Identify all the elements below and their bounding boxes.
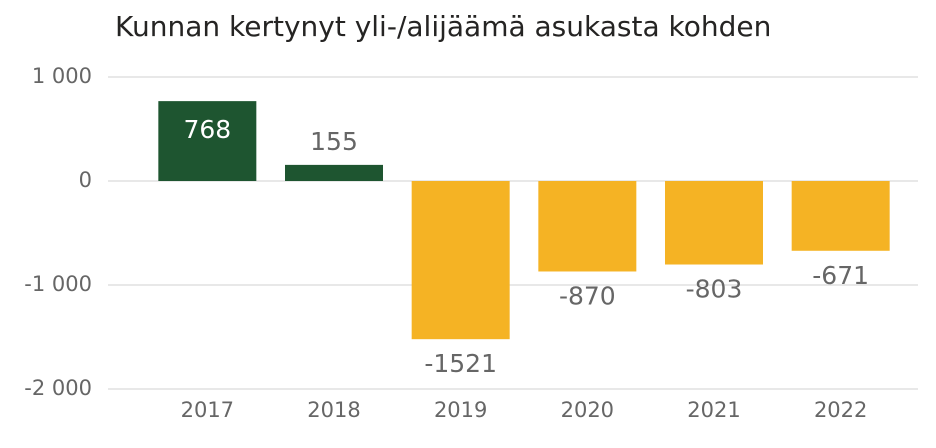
data-label: 155 [310, 127, 358, 156]
y-tick-label: -1 000 [24, 272, 92, 296]
x-tick-label: 2018 [307, 398, 360, 422]
bar [285, 164, 383, 181]
x-tick-label: 2017 [181, 398, 234, 422]
bar [538, 181, 637, 272]
data-label: -803 [686, 275, 743, 304]
y-tick-label: 1 000 [32, 64, 92, 88]
data-label: -1521 [424, 349, 497, 378]
bar [665, 181, 763, 265]
y-tick-label: -2 000 [24, 376, 92, 400]
x-tick-label: 2022 [814, 398, 867, 422]
bar [411, 181, 510, 340]
bar [791, 181, 890, 251]
y-tick-label: 0 [79, 168, 92, 192]
x-tick-label: 2021 [687, 398, 740, 422]
x-tick-label: 2020 [561, 398, 614, 422]
bar [158, 101, 257, 181]
data-label: -870 [559, 281, 616, 310]
chart-title: Kunnan kertynyt yli-/alijäämä asukasta k… [115, 10, 771, 43]
data-label: -671 [812, 261, 869, 290]
x-tick-label: 2019 [434, 398, 487, 422]
data-label: 768 [183, 115, 231, 144]
